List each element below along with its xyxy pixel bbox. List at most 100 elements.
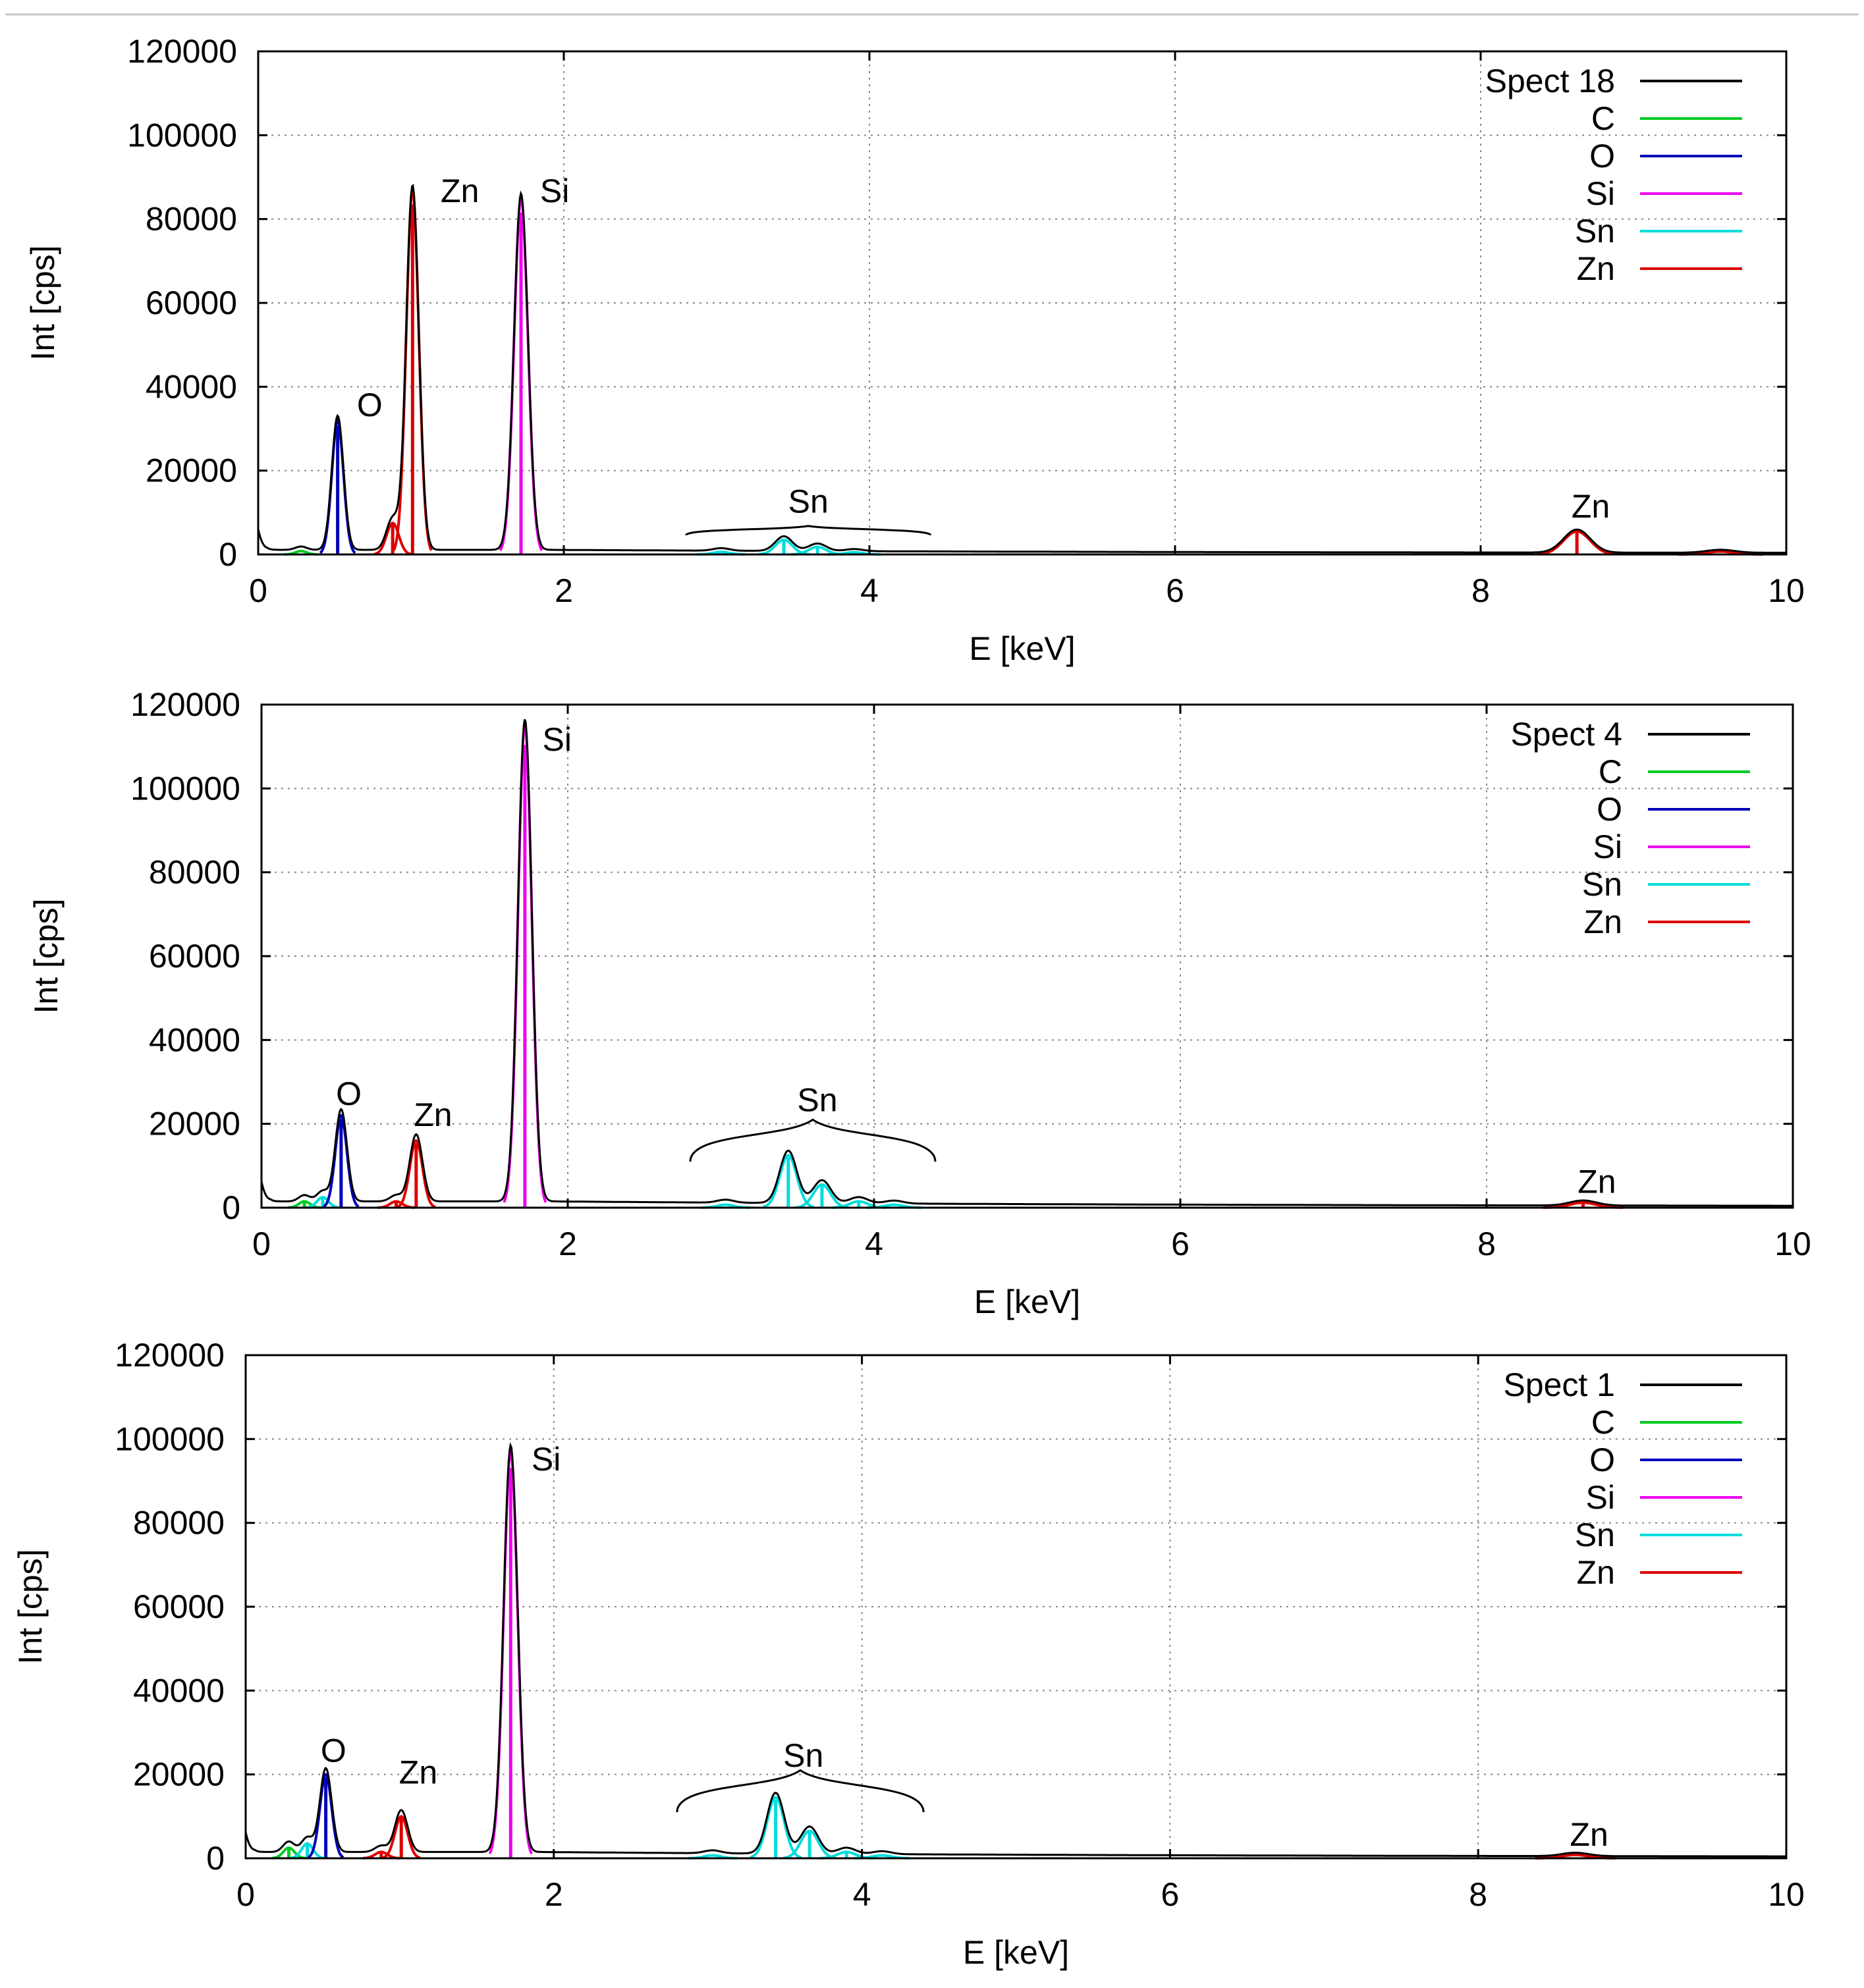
legend-label: Sn bbox=[1575, 213, 1615, 250]
legend-label: O bbox=[1597, 791, 1622, 828]
legend-label: O bbox=[1589, 138, 1615, 175]
peak-curve-sn bbox=[750, 1796, 802, 1859]
x-tick-label: 2 bbox=[559, 1225, 577, 1262]
y-tick-label: 20000 bbox=[133, 1756, 225, 1793]
x-tick-label: 4 bbox=[865, 1225, 883, 1262]
spectrum-panel-1: 0 2 4 6 8 10 0 20000 40000 60000 80000 100000 120000… bbox=[24, 33, 1805, 667]
peak-annotation: Si bbox=[542, 721, 571, 758]
y-tick-label: 60000 bbox=[146, 284, 237, 321]
legend-label: Si bbox=[1586, 1479, 1615, 1516]
y-axis-label: Int [cps] bbox=[12, 1549, 49, 1664]
x-axis-label: E [keV] bbox=[963, 1934, 1069, 1971]
spectrum-line bbox=[260, 719, 1793, 1207]
peak-annotation: O bbox=[336, 1075, 362, 1112]
x-tick-label: 6 bbox=[1171, 1225, 1190, 1262]
x-tick-label: 6 bbox=[1166, 572, 1184, 609]
y-tick-label: 60000 bbox=[149, 938, 240, 975]
x-tick-label: 2 bbox=[555, 572, 573, 609]
legend-label: C bbox=[1591, 1404, 1615, 1441]
x-tick-label: 2 bbox=[545, 1876, 563, 1913]
y-tick-label: 100000 bbox=[130, 770, 240, 807]
y-tick-label: 80000 bbox=[149, 854, 240, 891]
x-tick-label: 10 bbox=[1768, 1876, 1805, 1913]
peak-curve-sn bbox=[290, 1842, 325, 1860]
peak-annotation: O bbox=[357, 387, 383, 423]
spectrum-line bbox=[244, 1441, 1786, 1858]
legend-label: C bbox=[1599, 753, 1622, 790]
legend-label: Si bbox=[1593, 828, 1622, 865]
peak-curve-zn bbox=[397, 1139, 436, 1208]
peak-annotation: Zn bbox=[441, 173, 479, 209]
peak-annotation: Si bbox=[532, 1441, 561, 1478]
peak-curve-zn bbox=[1537, 529, 1617, 556]
spectrum-panel-3: 0 2 4 6 8 10 0 20000 40000 60000 80000 100000 120000… bbox=[12, 1337, 1805, 1971]
legend-label: O bbox=[1589, 1441, 1615, 1478]
legend-label: Zn bbox=[1584, 903, 1622, 940]
y-tick-label: 20000 bbox=[146, 452, 237, 489]
peak-annotation: Zn bbox=[1572, 488, 1610, 525]
x-tick-label: 0 bbox=[249, 572, 267, 609]
peak-annotation: Sn bbox=[783, 1737, 823, 1774]
peak-annotation: Sn bbox=[788, 483, 829, 520]
peak-curve-zn bbox=[373, 522, 412, 556]
legend-label: Sn bbox=[1582, 866, 1622, 903]
legend-label: Zn bbox=[1577, 250, 1615, 287]
legend-label: Zn bbox=[1577, 1554, 1615, 1591]
x-tick-label: 10 bbox=[1774, 1225, 1811, 1262]
y-tick-label: 120000 bbox=[130, 686, 240, 723]
y-tick-label: 80000 bbox=[146, 201, 237, 238]
peak-annotation: O bbox=[321, 1733, 346, 1769]
peak-curve-sn bbox=[762, 1154, 815, 1209]
y-tick-label: 0 bbox=[219, 536, 237, 573]
peak-annotation: Si bbox=[540, 173, 569, 209]
y-tick-label: 120000 bbox=[115, 1337, 225, 1374]
legend-label: Spect 4 bbox=[1510, 716, 1622, 753]
legend-label: Spect 1 bbox=[1503, 1366, 1615, 1403]
spectrum-panel-2: 0 2 4 6 8 10 0 20000 40000 60000 80000 100000 120000… bbox=[28, 686, 1811, 1320]
y-tick-label: 0 bbox=[222, 1189, 240, 1226]
x-tick-label: 8 bbox=[1477, 1225, 1496, 1262]
y-tick-label: 40000 bbox=[146, 368, 237, 405]
peak-curve-o bbox=[307, 1773, 344, 1859]
y-tick-label: 80000 bbox=[133, 1505, 225, 1542]
y-axis-label: Int [cps] bbox=[24, 245, 61, 360]
y-tick-label: 20000 bbox=[149, 1106, 240, 1142]
x-tick-label: 6 bbox=[1161, 1876, 1179, 1913]
peak-curve-o bbox=[323, 1114, 360, 1208]
peak-curve-sn bbox=[305, 1196, 341, 1209]
x-tick-label: 8 bbox=[1469, 1876, 1487, 1913]
peak-annotation: Zn bbox=[399, 1754, 437, 1791]
sn-brace bbox=[685, 525, 932, 537]
y-tick-label: 0 bbox=[206, 1840, 225, 1877]
peak-curve-zn bbox=[382, 1815, 421, 1860]
x-tick-label: 4 bbox=[860, 572, 879, 609]
x-axis-label: E [keV] bbox=[969, 630, 1075, 667]
peak-curve-sn bbox=[796, 1183, 848, 1209]
peak-annotation: Sn bbox=[797, 1082, 837, 1119]
legend-label: Si bbox=[1586, 175, 1615, 212]
y-axis-label: Int [cps] bbox=[28, 898, 65, 1013]
y-tick-label: 120000 bbox=[127, 33, 237, 70]
x-tick-label: 0 bbox=[252, 1225, 271, 1262]
y-tick-label: 40000 bbox=[149, 1021, 240, 1058]
sn-brace bbox=[676, 1769, 925, 1813]
y-tick-label: 40000 bbox=[133, 1672, 225, 1709]
x-axis-label: E [keV] bbox=[974, 1283, 1080, 1320]
x-tick-label: 4 bbox=[853, 1876, 871, 1913]
sn-brace bbox=[689, 1118, 937, 1162]
legend-label: Sn bbox=[1575, 1517, 1615, 1553]
y-tick-label: 60000 bbox=[133, 1588, 225, 1625]
x-tick-label: 8 bbox=[1471, 572, 1490, 609]
legend-label: C bbox=[1591, 100, 1615, 137]
peak-curve-sn bbox=[782, 1829, 836, 1860]
y-tick-label: 100000 bbox=[115, 1420, 225, 1457]
peak-curve-c bbox=[271, 1846, 306, 1860]
y-tick-label: 100000 bbox=[127, 117, 237, 153]
peak-annotation: Zn bbox=[1577, 1164, 1616, 1200]
legend-label: Spect 18 bbox=[1485, 63, 1615, 99]
spectrum-line bbox=[257, 183, 1786, 554]
